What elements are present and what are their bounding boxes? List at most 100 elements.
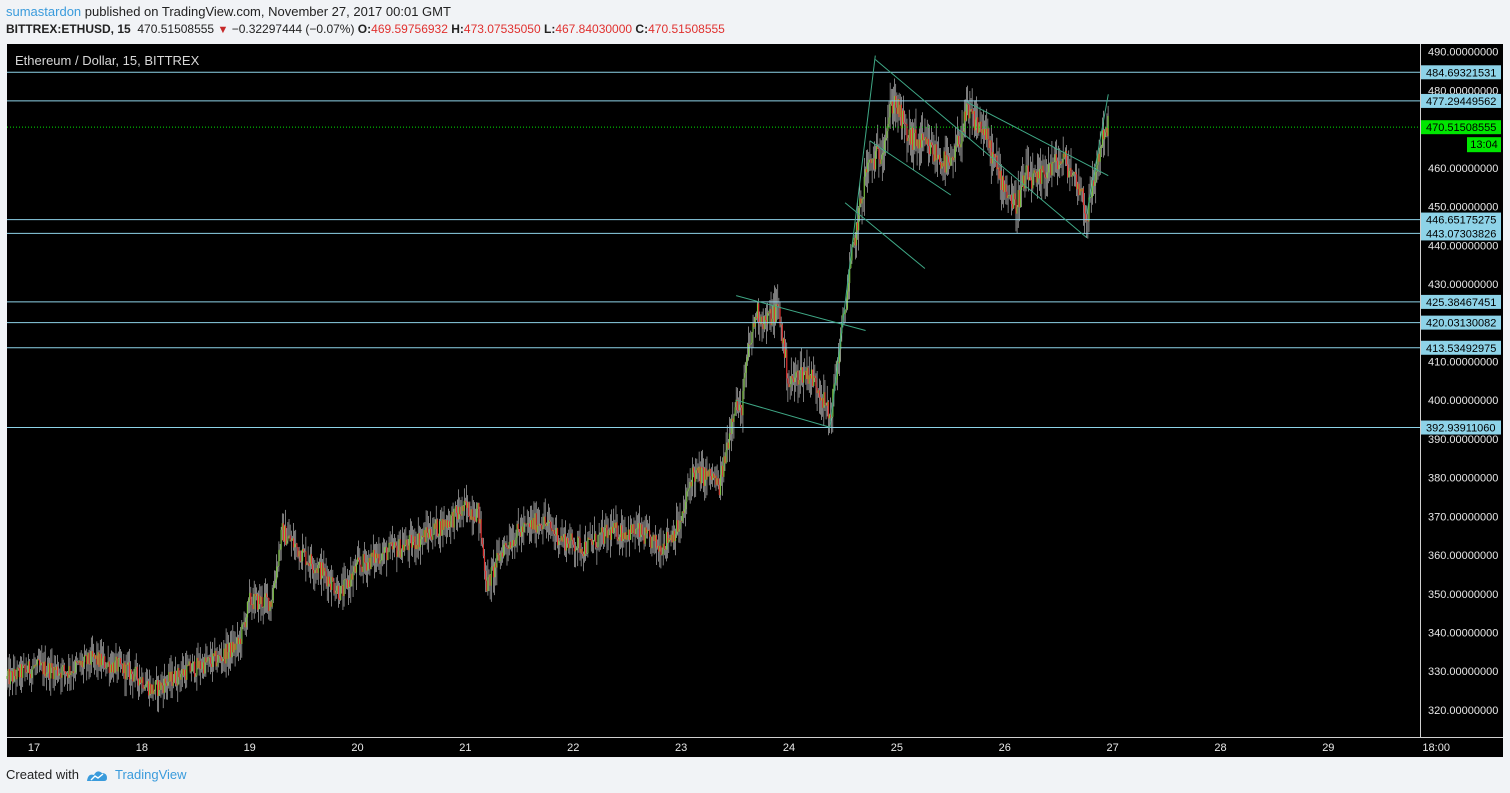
candle-up [954,145,956,158]
candle-up [125,664,127,680]
time-axis[interactable] [7,737,1503,757]
candle-up [53,666,55,679]
candle-up [826,401,828,406]
candle-down [468,502,470,516]
candle-down [369,557,371,569]
candle-up [1061,162,1063,164]
candle-down [25,669,27,673]
author-link[interactable]: sumastardon [6,4,82,19]
candle-up [961,131,963,144]
candle-down [326,576,328,587]
candle-down [76,661,78,663]
candle-down [346,579,349,589]
candle-up [619,525,622,538]
candle-down [692,467,695,473]
candle-down [927,138,929,147]
candle-down [162,685,164,694]
candle-up [95,655,97,659]
level-price-tag [1421,93,1501,108]
candle-down [1080,188,1082,192]
candle-up [453,508,455,528]
candle-up [685,501,687,510]
candle-up [1007,195,1009,199]
y-tick-label: 370.00000000 [1428,511,1498,523]
candle-up [683,509,686,513]
high-label: H: [451,22,464,36]
candle-down [478,503,480,524]
candle-up [951,156,953,158]
candle-down [1060,161,1062,164]
candle-up [433,523,435,535]
candle-down [935,144,937,160]
candle-up [910,127,913,145]
candle-down [10,671,13,673]
candle-up [508,541,510,549]
price-axis[interactable] [1420,44,1503,737]
candle-up [260,596,262,605]
candle-down [498,554,500,561]
candle-up [576,548,578,551]
tradingview-logo-icon[interactable] [85,769,109,783]
candle-down [959,144,961,148]
candle-up [627,529,629,536]
candle-down [509,541,511,549]
candle-up [380,560,382,562]
candle-down [389,542,391,545]
candle-up [78,660,80,663]
candle-up [831,416,833,419]
candle-up [1081,188,1083,192]
candle-up [714,475,716,478]
candle-down [549,520,551,522]
candle-up [695,470,697,482]
candle-up [587,537,589,554]
candle-up [374,553,377,563]
trendline [736,399,831,428]
candle-down [79,660,81,666]
candle-down [449,521,451,528]
candle-up [1008,195,1010,196]
candle-up [999,170,1001,179]
candle-up [997,167,999,170]
candle-up [388,542,390,552]
candle-up [640,524,642,538]
trendline [1086,94,1109,215]
candle-up [397,550,399,557]
candle-up [1032,173,1034,189]
candle-down [113,662,115,673]
candle-down [982,129,984,136]
tradingview-link[interactable]: TradingView [114,767,187,782]
candle-up [867,162,869,173]
candle-up [327,576,329,587]
candle-up [499,553,501,561]
level-price-tag-label: 392.93911060 [1426,423,1496,435]
chart-title: Ethereum / Dollar, 15, BITTREX [15,53,200,68]
candle-up [1025,165,1027,176]
plot-background[interactable] [7,44,1420,737]
candle-up [678,528,680,532]
candle-down [469,515,471,520]
candle-down [825,405,827,406]
candle-down [452,512,454,528]
candle-up [847,283,850,292]
candle-down [285,526,287,545]
candle-down [189,661,191,672]
candle-down [410,534,413,548]
candle-up [846,291,849,309]
candle-down [505,543,507,547]
candle-down [254,593,256,597]
candle-up [9,671,11,685]
last-price: 470.51508555 [137,22,215,36]
candle-up [976,117,978,120]
candle-down [252,604,254,610]
trendline [869,140,952,196]
candle-down [631,524,633,534]
candle-up [598,534,600,536]
candle-down [215,650,217,667]
candle-down [292,538,295,548]
candle-up [80,661,82,666]
candle-down [962,131,964,133]
candle-down [29,673,32,679]
candle-up [665,531,668,550]
candle-up [654,535,656,542]
